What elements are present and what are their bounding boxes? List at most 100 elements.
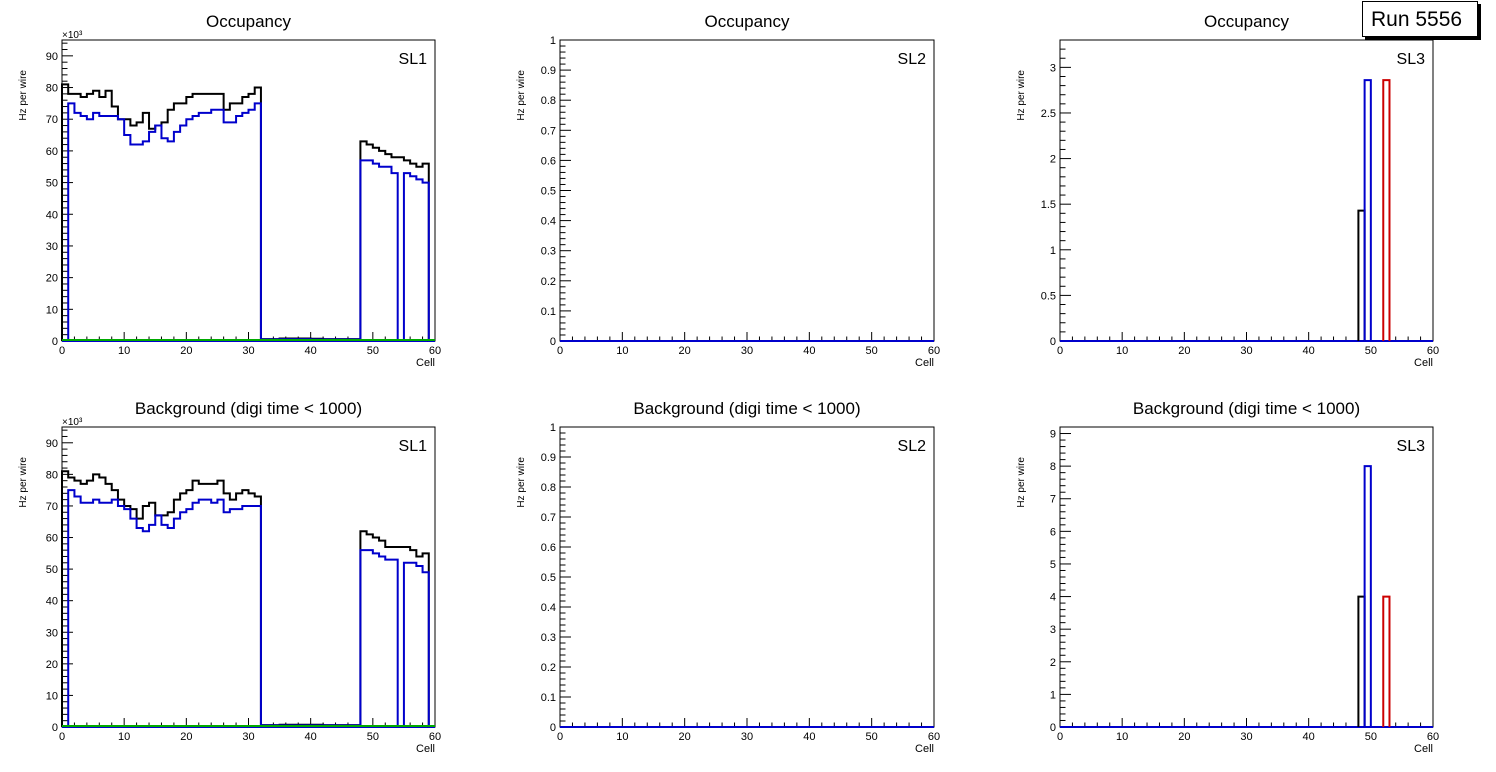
y-tick-label: 1 xyxy=(1050,689,1056,701)
y-tick-label: 0.9 xyxy=(541,65,556,77)
y-axis-title: Hz per wire xyxy=(18,70,29,121)
y-tick-label: 7 xyxy=(1050,494,1056,506)
y-tick-label: 8 xyxy=(1050,461,1056,473)
x-tick-label: 50 xyxy=(866,345,878,357)
x-tick-label: 30 xyxy=(242,345,254,357)
x-tick-label: 0 xyxy=(557,345,563,357)
x-tick-label: 40 xyxy=(803,345,815,357)
y-tick-label: 60 xyxy=(46,533,58,545)
y-tick-label: 20 xyxy=(46,273,58,285)
x-tick-label: 20 xyxy=(180,345,192,357)
x-tick-label: 50 xyxy=(367,345,379,357)
y-tick-label: 3 xyxy=(1050,624,1056,636)
y-axis-title: Hz per wire xyxy=(18,457,29,508)
x-tick-label: 60 xyxy=(1427,345,1439,357)
x-tick-label: 60 xyxy=(1427,731,1439,743)
y-tick-label: 3 xyxy=(1050,62,1056,74)
chart-title: Background (digi time < 1000) xyxy=(1133,399,1360,418)
y-tick-label: 9 xyxy=(1050,429,1056,441)
x-tick-label: 30 xyxy=(242,731,254,743)
y-tick-label: 0.4 xyxy=(541,216,556,228)
y-tick-label: 0.1 xyxy=(541,692,556,704)
x-tick-label: 40 xyxy=(803,731,815,743)
y-tick-label: 0.7 xyxy=(541,125,556,137)
plot-frame xyxy=(61,426,436,728)
x-axis-title: Cell xyxy=(1414,357,1433,369)
x-tick-label: 0 xyxy=(557,731,563,743)
y-exponent-label: ×10³ xyxy=(62,30,83,41)
x-tick-label: 20 xyxy=(1178,345,1190,357)
x-tick-label: 0 xyxy=(1057,345,1063,357)
x-tick-label: 60 xyxy=(928,731,940,743)
y-tick-label: 30 xyxy=(46,241,58,253)
x-tick-label: 20 xyxy=(1178,731,1190,743)
x-tick-label: 50 xyxy=(866,731,878,743)
y-tick-label: 60 xyxy=(46,146,58,158)
x-tick-label: 60 xyxy=(429,731,441,743)
y-tick-label: 0.9 xyxy=(541,452,556,464)
y-tick-label: 40 xyxy=(46,209,58,221)
plot-frame xyxy=(559,426,935,728)
y-tick-label: 80 xyxy=(46,83,58,95)
superlayer-label: SL3 xyxy=(1397,51,1426,68)
y-tick-label: 1 xyxy=(550,35,556,47)
x-tick-label: 20 xyxy=(679,731,691,743)
y-exponent-label: ×10³ xyxy=(62,417,83,428)
y-axis-title: Hz per wire xyxy=(516,70,527,121)
y-tick-label: 0.3 xyxy=(541,246,556,258)
plot-frame xyxy=(1059,426,1434,728)
superlayer-label: SL1 xyxy=(399,438,428,455)
histogram-blue xyxy=(62,489,435,728)
x-tick-label: 10 xyxy=(118,731,130,743)
y-tick-label: 50 xyxy=(46,564,58,576)
histogram-total xyxy=(61,470,435,728)
x-tick-label: 10 xyxy=(616,731,628,743)
chart-title: Occupancy xyxy=(206,12,292,31)
y-tick-label: 2.5 xyxy=(1041,108,1056,120)
y-tick-label: 0.8 xyxy=(541,95,556,107)
histogram-bar-blue xyxy=(1363,465,1372,727)
y-tick-label: 0 xyxy=(52,336,58,348)
y-tick-label: 0 xyxy=(52,722,58,734)
histogram-bar-red xyxy=(1382,79,1391,341)
x-tick-label: 20 xyxy=(180,731,192,743)
y-tick-label: 10 xyxy=(46,690,58,702)
y-tick-label: 0 xyxy=(550,722,556,734)
y-tick-label: 5 xyxy=(1050,559,1056,571)
y-tick-label: 30 xyxy=(46,627,58,639)
x-tick-label: 50 xyxy=(367,731,379,743)
histogram-blue xyxy=(62,102,435,342)
y-tick-label: 4 xyxy=(1050,592,1056,604)
x-tick-label: 10 xyxy=(1116,345,1128,357)
x-tick-label: 30 xyxy=(1240,731,1252,743)
y-tick-label: 50 xyxy=(46,178,58,190)
x-tick-label: 0 xyxy=(59,345,65,357)
y-tick-label: 90 xyxy=(46,438,58,450)
y-tick-label: 0.5 xyxy=(541,186,556,198)
y-tick-label: 0 xyxy=(1050,722,1056,734)
x-tick-label: 40 xyxy=(1303,731,1315,743)
x-tick-label: 10 xyxy=(118,345,130,357)
plot-frame xyxy=(61,39,436,342)
x-tick-label: 60 xyxy=(429,345,441,357)
histogram-bar-blue xyxy=(1363,79,1372,341)
x-tick-label: 40 xyxy=(305,345,317,357)
x-tick-label: 10 xyxy=(616,345,628,357)
histogram-total xyxy=(61,83,435,342)
chart-title: Occupancy xyxy=(1204,12,1290,31)
y-tick-label: 0.2 xyxy=(541,662,556,674)
y-tick-label: 70 xyxy=(46,114,58,126)
x-tick-label: 20 xyxy=(679,345,691,357)
y-tick-label: 80 xyxy=(46,469,58,481)
y-tick-label: 0.1 xyxy=(541,306,556,318)
run-label: Run 5556 xyxy=(1371,8,1463,31)
y-tick-label: 2 xyxy=(1050,154,1056,166)
y-tick-label: 0 xyxy=(1050,336,1056,348)
x-axis-title: Cell xyxy=(416,743,435,755)
y-tick-label: 1 xyxy=(550,422,556,434)
x-tick-label: 60 xyxy=(928,345,940,357)
y-tick-label: 10 xyxy=(46,304,58,316)
x-tick-label: 0 xyxy=(1057,731,1063,743)
y-tick-label: 0.5 xyxy=(541,572,556,584)
x-tick-label: 0 xyxy=(59,731,65,743)
